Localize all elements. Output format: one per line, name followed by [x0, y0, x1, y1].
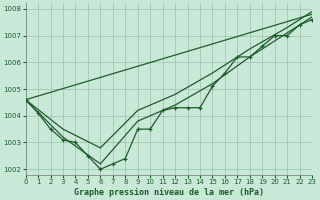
X-axis label: Graphe pression niveau de la mer (hPa): Graphe pression niveau de la mer (hPa) [74, 188, 264, 197]
